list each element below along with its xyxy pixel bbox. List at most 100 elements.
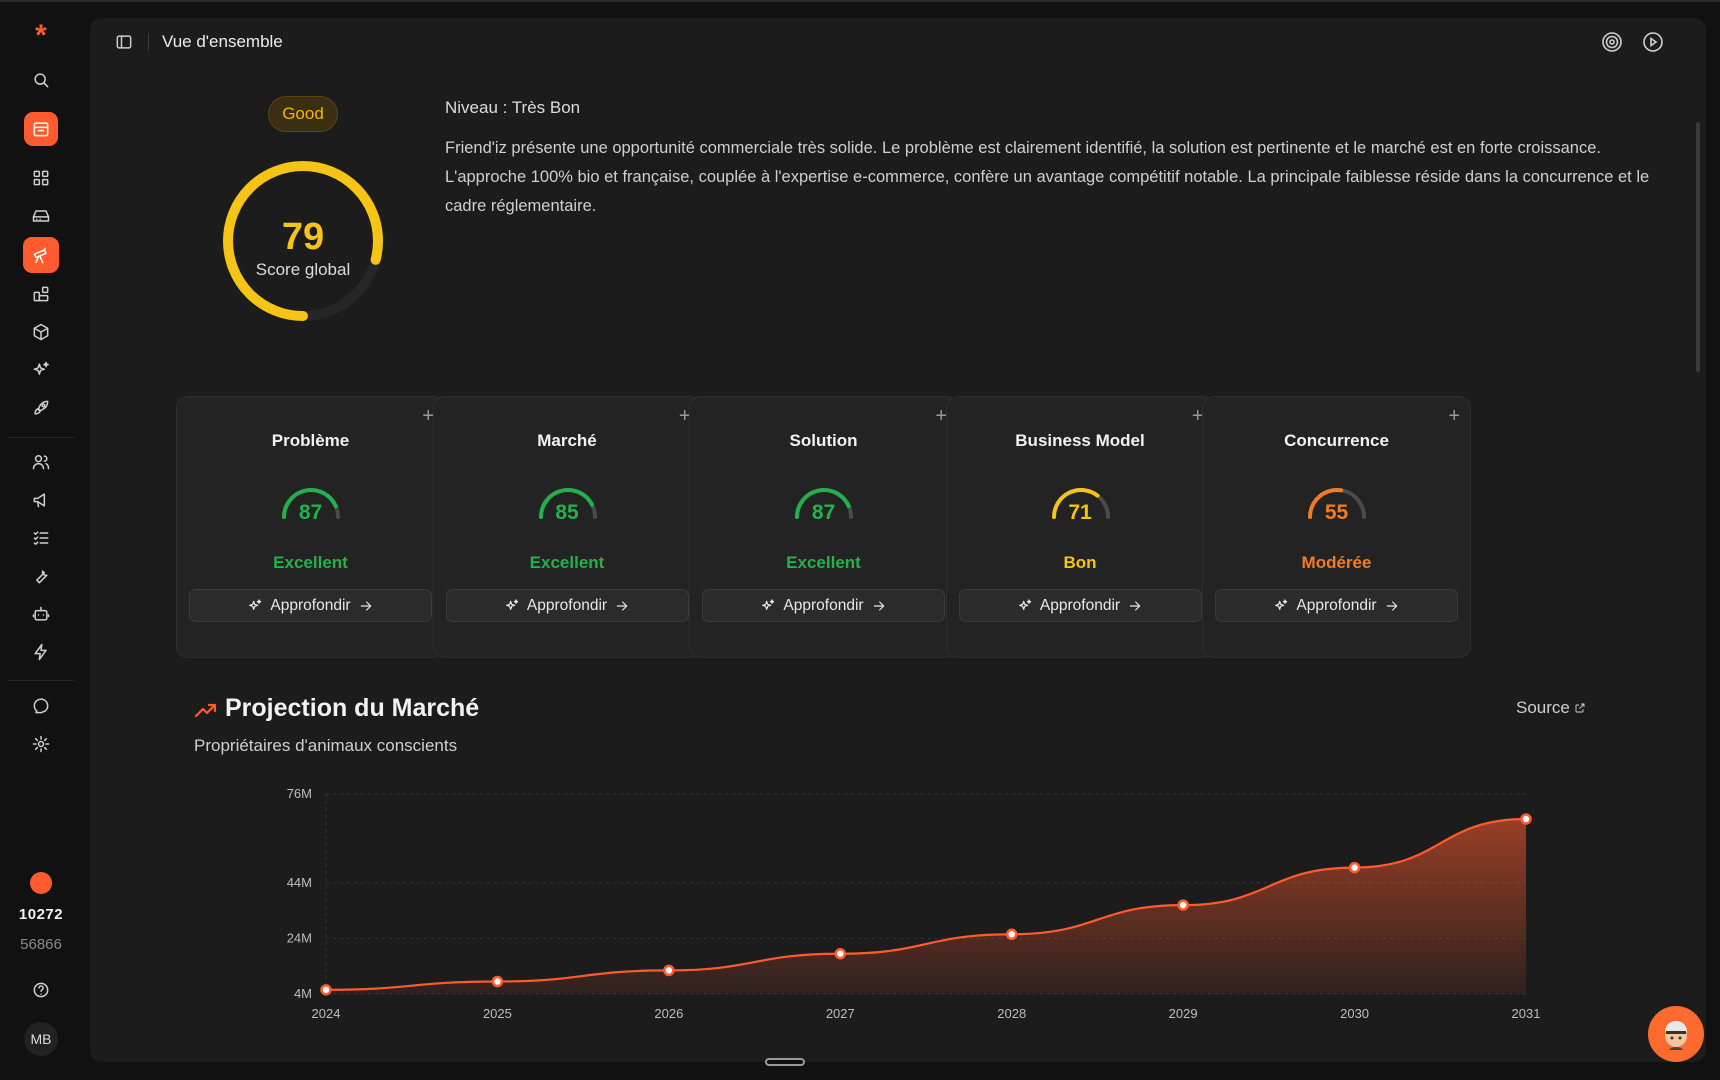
card-add-icon[interactable]: +: [678, 405, 691, 427]
x-tick-label: 2031: [1512, 1006, 1541, 1021]
category-card: + Concurrence 55 Modérée Approfondir: [1202, 396, 1471, 658]
zap-icon[interactable]: [23, 634, 59, 670]
category-card: + Marché 85 Excellent Approfondir: [432, 396, 702, 658]
card-title: Business Model: [1015, 431, 1145, 450]
approfondir-label: Approfondir: [783, 596, 864, 614]
score-gauge-arc: [223, 161, 383, 321]
page-title: Vue d'ensemble: [162, 32, 283, 51]
projection-title: Projection du Marché: [225, 694, 480, 722]
approfondir-label: Approfondir: [270, 596, 351, 614]
card-score: 55: [1324, 501, 1349, 524]
arrow-right-icon: [616, 600, 628, 611]
sidebar: *: [0, 0, 82, 1080]
score-label: Score global: [255, 260, 351, 279]
approfondir-button[interactable]: Approfondir: [702, 589, 945, 622]
sidebar-divider: [8, 680, 74, 681]
assistant-avatar-button[interactable]: [1648, 1006, 1704, 1062]
source-link[interactable]: Source: [1516, 698, 1586, 718]
inbox-icon[interactable]: [23, 198, 59, 234]
blocks-icon[interactable]: [23, 276, 59, 312]
user-avatar[interactable]: MB: [24, 1022, 58, 1056]
arrow-right-icon: [360, 600, 371, 611]
approfondir-button[interactable]: Approfondir: [958, 589, 1202, 622]
sidebar-toggle-icon[interactable]: [114, 32, 134, 52]
credits-main-value: 10272: [18, 906, 64, 923]
summary-text: Friend'iz présente une opportunité comme…: [445, 139, 1650, 215]
cube-icon[interactable]: [23, 314, 59, 350]
sparkles-icon[interactable]: [23, 352, 59, 388]
score-value: 79: [281, 216, 325, 258]
card-score: 87: [298, 501, 323, 524]
search-icon[interactable]: [23, 62, 59, 98]
x-tick-label: 2029: [1169, 1006, 1198, 1021]
wrench-icon[interactable]: [23, 558, 59, 594]
target-icon[interactable]: [1600, 30, 1624, 54]
x-tick-label: 2026: [654, 1006, 683, 1021]
card-gauge: [1051, 488, 1110, 519]
category-card: + Solution 87 Excellent Approfondir: [689, 396, 958, 658]
card-gauge: [1308, 488, 1366, 519]
trending-up-icon: [194, 703, 217, 718]
y-tick-label: 4M: [294, 986, 312, 1001]
sparkles-icon: [1018, 598, 1032, 610]
credits-sub-value: 56866: [20, 936, 62, 953]
card-add-icon[interactable]: +: [1191, 405, 1204, 427]
data-point: [320, 984, 332, 996]
external-link-icon: [1575, 703, 1585, 713]
checklist-icon[interactable]: [23, 520, 59, 556]
megaphone-icon[interactable]: [23, 482, 59, 518]
level-label: Niveau : Très Bon: [445, 98, 581, 117]
approfondir-label: Approfondir: [1039, 596, 1121, 614]
data-point: [1520, 813, 1532, 825]
telescope-icon[interactable]: [23, 237, 59, 273]
series-line: [325, 817, 1527, 991]
approfondir-button[interactable]: Approfondir: [1215, 589, 1458, 622]
arrow-right-icon: [873, 600, 884, 611]
y-tick-label: 24M: [287, 930, 312, 945]
grid-icon[interactable]: [23, 160, 59, 196]
x-tick-label: 2030: [1340, 1006, 1369, 1021]
sparkles-icon: [1275, 598, 1288, 610]
card-status: Modérée: [1301, 553, 1372, 572]
data-point: [1177, 899, 1189, 911]
approfondir-button[interactable]: Approfondir: [445, 589, 689, 622]
card-status: Excellent: [273, 553, 348, 572]
data-point: [834, 947, 847, 960]
header-separator: [148, 33, 149, 51]
data-point: [491, 975, 504, 988]
scrollbar[interactable]: [1696, 122, 1700, 372]
chat-icon[interactable]: [23, 688, 59, 724]
card-status: Bon: [1063, 553, 1097, 572]
app-logo-icon[interactable]: *: [35, 19, 47, 52]
category-card: + Problème 87 Excellent Approfondir: [176, 396, 445, 658]
bot-icon[interactable]: [23, 596, 59, 632]
approfondir-label: Approfondir: [1296, 596, 1377, 614]
play-icon[interactable]: [1641, 30, 1665, 54]
rocket-icon[interactable]: [23, 390, 59, 426]
main-panel: Vue d'ensemble Good 79 Score global Nive…: [90, 18, 1706, 1062]
settings-icon[interactable]: [23, 726, 59, 762]
approfondir-button[interactable]: Approfondir: [189, 589, 432, 622]
card-add-icon[interactable]: +: [422, 405, 434, 427]
x-tick-label: 2024: [312, 1006, 341, 1021]
y-tick-label: 44M: [287, 875, 312, 890]
category-card: + Business Model 71 Bon Approfondir: [945, 396, 1215, 658]
sparkles-icon: [762, 598, 775, 610]
data-point: [663, 964, 675, 977]
credits-sub: 56866: [0, 936, 82, 953]
bottom-handle[interactable]: [765, 1058, 805, 1066]
credits-icon: [30, 872, 52, 894]
sparkles-icon: [505, 598, 519, 610]
help-icon[interactable]: [23, 972, 59, 1008]
users-icon[interactable]: [23, 444, 59, 480]
data-point: [1348, 861, 1361, 874]
card-title: Problème: [271, 431, 350, 450]
card-add-icon[interactable]: +: [935, 405, 947, 427]
data-point: [1005, 928, 1018, 941]
x-tick-label: 2028: [997, 1006, 1026, 1021]
card-score: 85: [555, 501, 579, 524]
card-status: Excellent: [786, 553, 861, 572]
calendar-icon[interactable]: [24, 112, 58, 146]
card-add-icon[interactable]: +: [1448, 405, 1460, 427]
card-title: Concurrence: [1284, 431, 1389, 450]
